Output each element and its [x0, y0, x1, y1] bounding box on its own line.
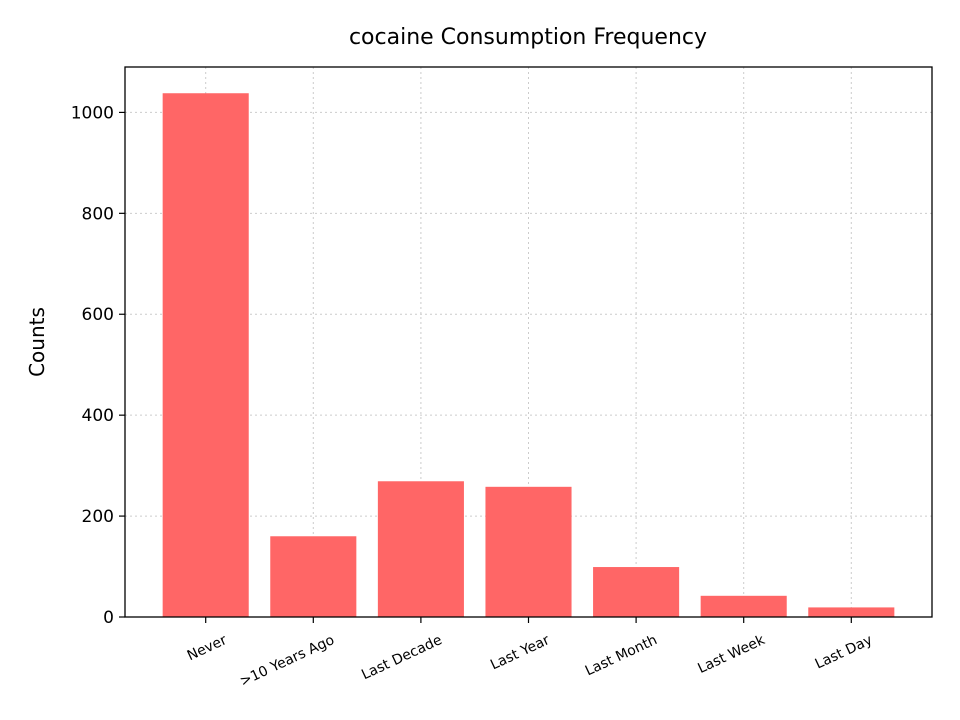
bar [162, 93, 249, 618]
y-axis-label: Counts [25, 307, 49, 377]
y-tick-label: 1000 [71, 103, 114, 123]
y-tick-label: 800 [82, 204, 114, 224]
y-tick-label: 400 [82, 406, 114, 426]
bars [162, 93, 895, 618]
plot-frame [124, 66, 933, 618]
y-tick-label: 600 [82, 305, 114, 325]
bar [593, 567, 680, 617]
bar [377, 481, 464, 617]
bar [808, 607, 895, 617]
bar [700, 595, 787, 617]
y-tick-label: 0 [103, 608, 114, 628]
bar [270, 536, 357, 617]
y-tick-label: 200 [82, 507, 114, 527]
chart-title: cocaine Consumption Frequency [349, 25, 707, 50]
bar [485, 486, 572, 617]
